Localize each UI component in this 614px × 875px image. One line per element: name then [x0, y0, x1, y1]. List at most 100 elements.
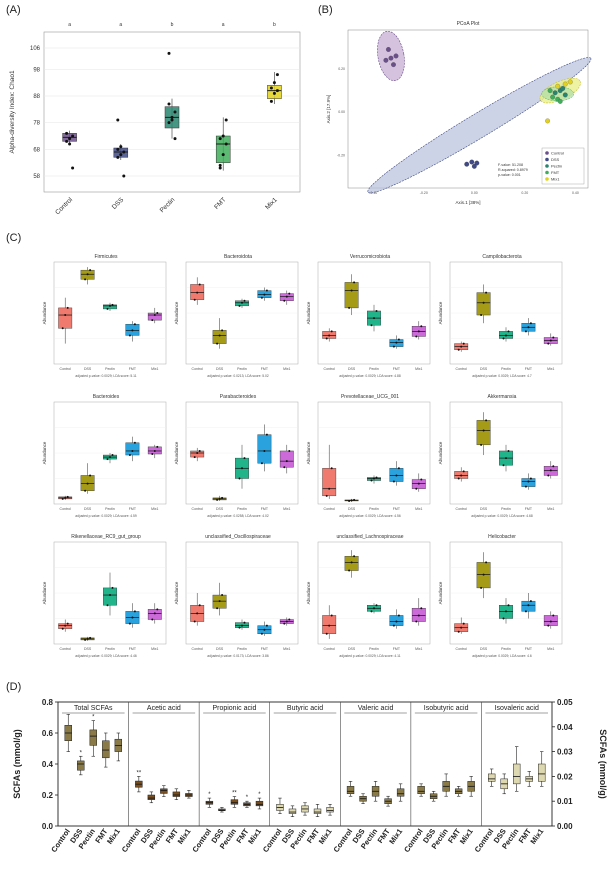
a-point [167, 51, 171, 55]
c-point [348, 499, 351, 502]
a-sig-label: b [171, 22, 174, 28]
a-sig-label: a [222, 22, 225, 28]
a-point [269, 86, 273, 90]
b-point-mix1 [555, 83, 561, 89]
b-legend-swatch [545, 164, 549, 168]
c-point [196, 291, 199, 294]
c-point [547, 474, 550, 477]
c-plot-note: adjusted p-value: 0.0029; LDA score: 4.5… [75, 514, 137, 518]
c-plot-title: Verrucomicrobiota [350, 254, 391, 260]
d-ytick-label-right: 0.00 [557, 822, 573, 831]
c-point [415, 620, 418, 623]
c-point [64, 624, 67, 627]
c-point [524, 610, 527, 613]
c-point [64, 314, 67, 317]
d-ytick-label-left: 0.8 [42, 698, 54, 707]
c-point [241, 624, 243, 627]
c-point [527, 480, 530, 483]
c-point [66, 495, 69, 498]
c-point [549, 620, 552, 623]
c-point [328, 487, 331, 490]
c-point [61, 327, 64, 330]
a-point [71, 166, 75, 170]
c-point [348, 306, 351, 309]
c-point [106, 604, 109, 607]
panel-letter-b: (B) [318, 4, 333, 16]
c-box-mix1 [147, 312, 162, 321]
c-point [529, 322, 532, 325]
c-point [552, 614, 555, 617]
a-point [224, 118, 228, 122]
c-point [151, 618, 154, 621]
b-point-fmt [547, 88, 553, 94]
d-sig-mark: * [208, 792, 211, 798]
c-point [524, 330, 527, 333]
d-section-title: Valeric acid [358, 705, 394, 712]
a-box-fmt [215, 135, 231, 163]
a-point [71, 134, 75, 138]
c-point [373, 477, 375, 480]
d-ylabel-left: SCFAs (mmol/g) [12, 729, 22, 799]
c-point [370, 324, 373, 327]
b-point-pectin [552, 90, 558, 96]
a-point [221, 134, 225, 138]
c-ylabel: Abundance [306, 581, 311, 604]
c-plot-title: Bacteroidota [224, 254, 252, 260]
c-point [507, 449, 510, 452]
c-xtick-label: FMT [393, 507, 401, 511]
a-point [221, 153, 225, 157]
c-point [64, 496, 67, 499]
c-point [285, 460, 288, 463]
c-point [485, 561, 488, 564]
c-point [397, 614, 400, 617]
a-point [173, 137, 177, 141]
b-point-mix1 [562, 81, 568, 87]
c-point [417, 482, 420, 485]
c-point [89, 269, 92, 272]
c-point [260, 462, 263, 465]
b-point-dss [471, 163, 477, 169]
b-legend-swatch [545, 151, 549, 155]
c-point [507, 604, 510, 607]
c-point [325, 494, 328, 497]
d-box [417, 786, 425, 795]
c-point [502, 464, 505, 467]
c-plot-note: adjusted p-value: 0.0029; LDA score: 5.1… [75, 374, 136, 378]
panel-letter-c: (C) [6, 232, 22, 244]
c-plot-title: Rikenellaceae_RC9_gut_group [71, 534, 141, 540]
c-point [502, 617, 505, 620]
d-ytick-label-left: 0.2 [42, 791, 54, 800]
c-plot-note: adjusted p-value: 0.0029; LDA score: 4.1… [339, 654, 400, 658]
c-point [106, 307, 109, 310]
a-point [275, 89, 279, 93]
c-point [283, 622, 286, 625]
c-point [221, 329, 224, 332]
c-xtick-label: Control [60, 367, 72, 371]
c-ylabel: Abundance [174, 441, 179, 464]
d-section-title: Isovaleric acid [495, 705, 539, 712]
a-point [218, 163, 222, 167]
d-section-title: Acetic acid [147, 705, 181, 712]
a-point [275, 73, 279, 77]
c-point [193, 620, 196, 623]
a-point [122, 174, 126, 178]
a-ytick-label: 68 [33, 147, 40, 153]
c-xtick-label: Mix1 [151, 507, 158, 511]
c-plot-note: adjusted p-value: 0.0213; LDA score: 5.0… [207, 374, 269, 378]
b-point-control [393, 53, 399, 59]
c-box-mix1 [279, 450, 294, 468]
a-point [65, 139, 69, 143]
c-ylabel: Abundance [42, 301, 47, 324]
d-ytick-label-right: 0.04 [557, 723, 573, 732]
d-ytick-label-left: 0.6 [42, 729, 54, 738]
c-point [265, 624, 268, 627]
c-box-dss [476, 292, 491, 316]
c-point [238, 304, 241, 307]
c-point [265, 289, 268, 292]
b-stat-text: F-value: 51.208 [498, 163, 523, 167]
c-point [238, 626, 241, 629]
c-xtick-label: Mix1 [415, 647, 422, 651]
c-xtick-label: Pectin [501, 507, 511, 511]
d-box [538, 763, 546, 782]
a-sig-label: b [273, 22, 276, 28]
